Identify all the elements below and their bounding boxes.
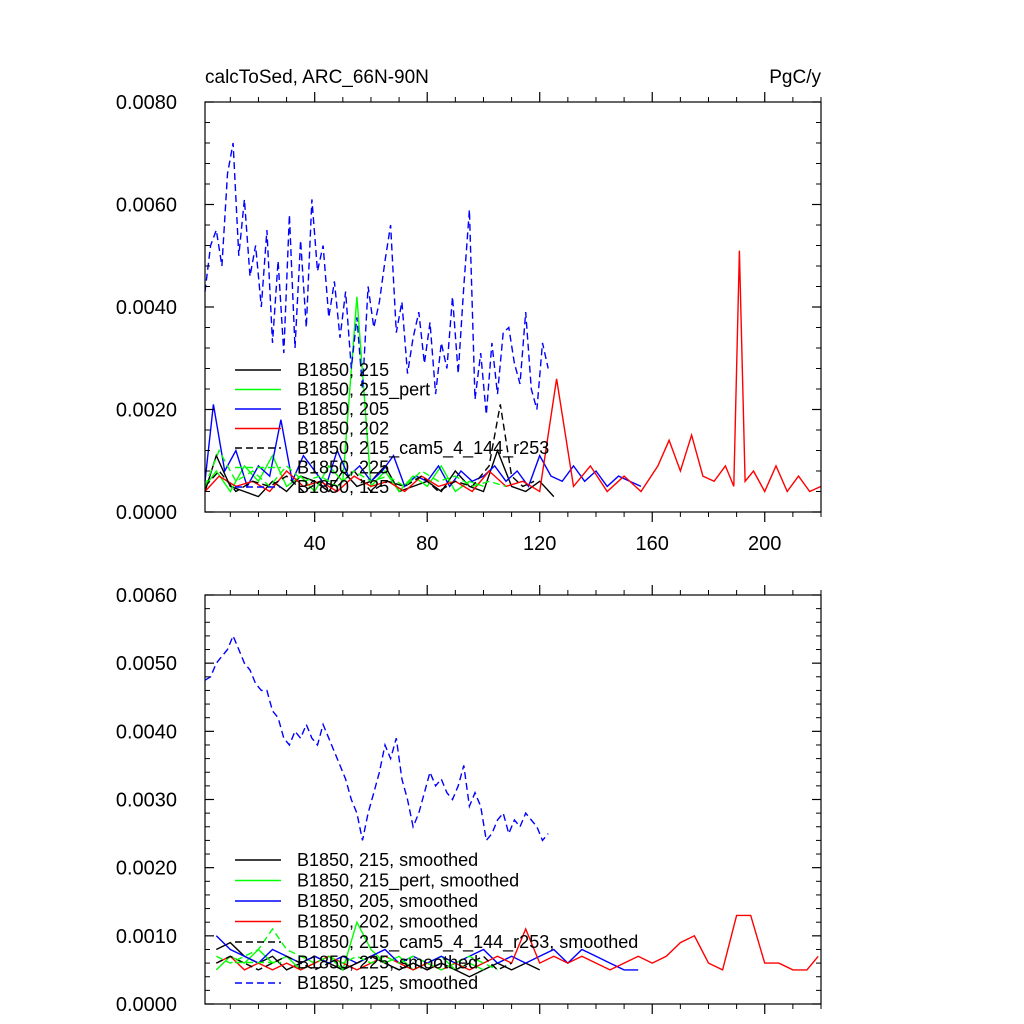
series-line	[204, 448, 507, 488]
x-tick-label: 120	[523, 533, 556, 555]
legend-label: B1850, 225	[297, 458, 389, 478]
series-line	[204, 404, 535, 493]
legend-label: B1850, 202	[297, 419, 389, 439]
legend-label: B1850, 225, smoothed	[297, 953, 478, 973]
legend-label: B1850, 215_pert	[297, 380, 430, 401]
x-tick-label: 80	[416, 533, 438, 555]
x-tick-label: 160	[636, 533, 669, 555]
y-tick-label: 0.0040	[116, 297, 177, 319]
series-line	[204, 250, 822, 494]
legend-label: B1850, 125, smoothed	[297, 973, 478, 993]
legend-label: B1850, 215	[297, 360, 389, 380]
series-line	[204, 404, 642, 489]
y-tick-label: 0.0000	[116, 502, 177, 524]
top-axes: 0.0000 0.0020 0.0040 0.0060 0.0080 40 80 120 160…	[116, 92, 822, 555]
y-tick-label: 0.0020	[116, 400, 177, 422]
legend-label: B1850, 215_pert, smoothed	[297, 871, 519, 892]
x-tick-label: 200	[748, 533, 781, 555]
legend-label: B1850, 215_cam5_4_144_r253, smoothed	[297, 932, 638, 953]
y-tick-label: 0.0000	[116, 994, 177, 1016]
series-line	[215, 914, 819, 971]
top-series-lines	[204, 142, 822, 498]
y-tick-label: 0.0040	[116, 721, 177, 743]
units-label: PgC/y	[769, 67, 821, 88]
legend-label: B1850, 202, smoothed	[297, 912, 478, 932]
y-tick-label: 0.0060	[116, 585, 177, 607]
series-line	[204, 634, 549, 843]
legend-label: B1850, 215, smoothed	[297, 850, 478, 870]
x-tick-label: 40	[304, 533, 326, 555]
legend-label: B1850, 125	[297, 477, 389, 497]
legend-label: B1850, 205, smoothed	[297, 891, 478, 911]
y-tick-label: 0.0020	[116, 858, 177, 880]
series-line	[204, 448, 555, 498]
legend-label: B1850, 205	[297, 399, 389, 419]
y-tick-label: 0.0050	[116, 653, 177, 675]
top-panel: calcToSed, ARC_66N-90N PgC/y B1850, 215B…	[116, 67, 822, 555]
chart-title: calcToSed, ARC_66N-90N	[205, 67, 429, 88]
y-tick-label: 0.0080	[116, 92, 177, 114]
legend-label: B1850, 215_cam5_4_144_r253	[297, 438, 549, 459]
bottom-axes: 0.0000 0.0010 0.0020 0.0030 0.0040 0.0050 0.00…	[116, 585, 822, 1016]
y-tick-label: 0.0060	[116, 195, 177, 217]
series-line	[204, 142, 549, 415]
y-tick-label: 0.0010	[116, 926, 177, 948]
y-tick-label: 0.0030	[116, 790, 177, 812]
